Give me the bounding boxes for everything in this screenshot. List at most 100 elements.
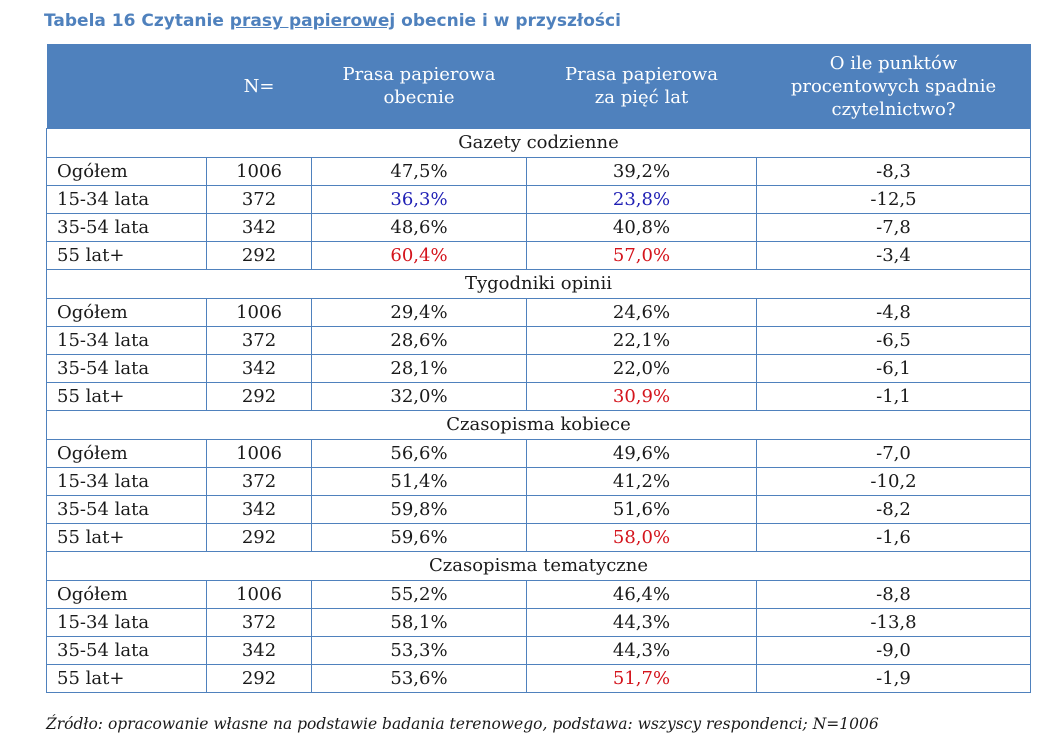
header-now-line2: obecnie (383, 87, 455, 108)
cell-drop: -4,8 (756, 298, 1031, 327)
cell-n: 342 (206, 636, 312, 665)
table-row: Ogółem 1006 29,4% 24,6% -4,8 (46, 298, 1031, 327)
table-row: 15-34 lata 372 51,4% 41,2% -10,2 (46, 467, 1031, 496)
cell-n: 292 (206, 664, 312, 693)
cell-future: 49,6% (526, 439, 757, 468)
cell-now: 32,0% (311, 382, 527, 411)
table-row: Ogółem 1006 56,6% 49,6% -7,0 (46, 439, 1031, 468)
cell-n: 342 (206, 354, 312, 383)
cell-future: 58,0% (526, 523, 757, 552)
cell-n: 1006 (206, 157, 312, 186)
cell-drop: -3,4 (756, 241, 1031, 270)
cell-future: 57,0% (526, 241, 757, 270)
cell-group: 35-54 lata (46, 213, 207, 242)
cell-now: 51,4% (311, 467, 527, 496)
cell-drop: -1,1 (756, 382, 1031, 411)
cell-now: 56,6% (311, 439, 527, 468)
cell-n: 372 (206, 467, 312, 496)
header-now-line1: Prasa papierowa (342, 64, 496, 85)
cell-n: 372 (206, 185, 312, 214)
cell-n: 342 (206, 495, 312, 524)
section-title: Czasopisma kobiece (46, 410, 1031, 440)
cell-now: 29,4% (311, 298, 527, 327)
cell-drop: -6,5 (756, 326, 1031, 355)
cell-group: Ogółem (46, 157, 207, 186)
table-row: 55 lat+ 292 53,6% 51,7% -1,9 (46, 664, 1031, 693)
cell-future: 51,7% (526, 664, 757, 693)
header-future-line2: za pięć lat (594, 87, 689, 108)
cell-group: 15-34 lata (46, 185, 207, 214)
table-row: Ogółem 1006 55,2% 46,4% -8,8 (46, 580, 1031, 609)
cell-drop: -7,0 (756, 439, 1031, 468)
source-note: Źródło: opracowanie własne na podstawie … (46, 715, 879, 733)
table-row: 35-54 lata 342 28,1% 22,0% -6,1 (46, 354, 1031, 383)
cell-future: 39,2% (526, 157, 757, 186)
table-row: 35-54 lata 342 59,8% 51,6% -8,2 (46, 495, 1031, 524)
cell-group: 55 lat+ (46, 664, 207, 693)
cell-now: 48,6% (311, 213, 527, 242)
table-body: Gazety codzienne Ogółem 1006 47,5% 39,2% -8,3… (46, 128, 1031, 693)
cell-group: 35-54 lata (46, 636, 207, 665)
cell-drop: -12,5 (756, 185, 1031, 214)
cell-n: 1006 (206, 580, 312, 609)
table-caption: Tabela 16 Czytanie prasy papierowej obec… (44, 8, 621, 34)
cell-group: 55 lat+ (46, 523, 207, 552)
section-row: Tygodniki opinii (46, 269, 1031, 299)
cell-now: 28,1% (311, 354, 527, 383)
table-caption-prefix: Tabela 16 Czytanie (44, 11, 230, 31)
table-row: 55 lat+ 292 59,6% 58,0% -1,6 (46, 523, 1031, 552)
cell-future: 22,1% (526, 326, 757, 355)
cell-now: 28,6% (311, 326, 527, 355)
cell-n: 342 (206, 213, 312, 242)
header-now: Prasa papierowa obecnie (311, 44, 527, 129)
cell-now: 47,5% (311, 157, 527, 186)
cell-n: 292 (206, 523, 312, 552)
cell-future: 40,8% (526, 213, 757, 242)
table-caption-suffix: obecnie i w przyszłości (395, 11, 621, 31)
cell-group: Ogółem (46, 298, 207, 327)
cell-group: Ogółem (46, 580, 207, 609)
cell-n: 1006 (206, 298, 312, 327)
section-row: Czasopisma tematyczne (46, 551, 1031, 581)
section-title: Gazety codzienne (46, 128, 1031, 158)
header-future-line1: Prasa papierowa (565, 64, 718, 85)
header-n: N= (206, 44, 312, 129)
cell-future: 30,9% (526, 382, 757, 411)
cell-group: 55 lat+ (46, 241, 207, 270)
header-drop: O ile punktów procentowych spadnie czyteln… (756, 44, 1031, 129)
header-group (46, 44, 207, 129)
cell-group: Ogółem (46, 439, 207, 468)
header-row: N= Prasa papierowa obecnie Prasa papierow… (46, 44, 1031, 129)
cell-n: 372 (206, 608, 312, 637)
section-title: Czasopisma tematyczne (46, 551, 1031, 581)
cell-drop: -7,8 (756, 213, 1031, 242)
cell-drop: -6,1 (756, 354, 1031, 383)
section-row: Czasopisma kobiece (46, 410, 1031, 440)
cell-now: 59,8% (311, 495, 527, 524)
cell-group: 15-34 lata (46, 326, 207, 355)
header-future: Prasa papierowa za pięć lat (526, 44, 757, 129)
section-title: Tygodniki opinii (46, 269, 1031, 299)
cell-future: 44,3% (526, 636, 757, 665)
cell-future: 51,6% (526, 495, 757, 524)
cell-now: 36,3% (311, 185, 527, 214)
cell-group: 15-34 lata (46, 467, 207, 496)
table-row: Ogółem 1006 47,5% 39,2% -8,3 (46, 157, 1031, 186)
table-caption-underlined: prasy papierowej (229, 11, 396, 31)
cell-future: 46,4% (526, 580, 757, 609)
cell-now: 53,6% (311, 664, 527, 693)
header-drop-line1: O ile punktów (829, 52, 958, 74)
cell-now: 55,2% (311, 580, 527, 609)
table-row: 15-34 lata 372 28,6% 22,1% -6,5 (46, 326, 1031, 355)
table-row: 55 lat+ 292 60,4% 57,0% -3,4 (46, 241, 1031, 270)
cell-group: 35-54 lata (46, 354, 207, 383)
cell-drop: -8,8 (756, 580, 1031, 609)
header-drop-line2: procentowych spadnie (790, 75, 997, 97)
cell-n: 1006 (206, 439, 312, 468)
table-row: 35-54 lata 342 48,6% 40,8% -7,8 (46, 213, 1031, 242)
cell-drop: -8,2 (756, 495, 1031, 524)
cell-group: 55 lat+ (46, 382, 207, 411)
cell-future: 41,2% (526, 467, 757, 496)
cell-now: 53,3% (311, 636, 527, 665)
cell-n: 372 (206, 326, 312, 355)
